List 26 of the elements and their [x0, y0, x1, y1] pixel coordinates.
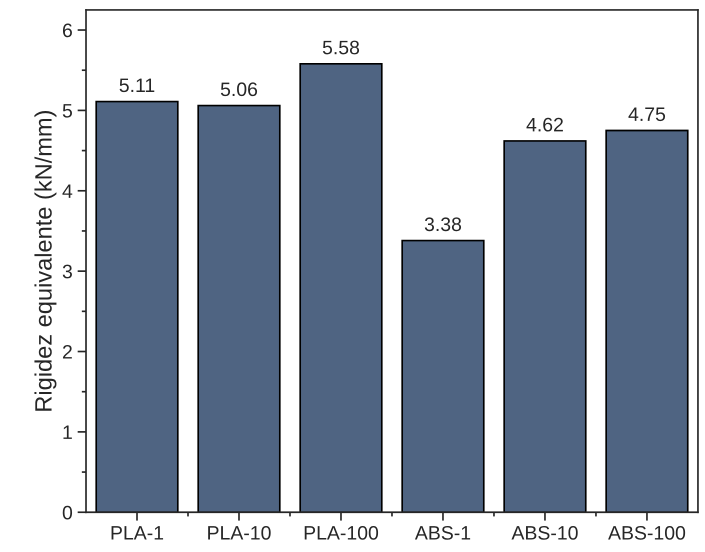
- data-label: 3.38: [424, 217, 462, 232]
- y-tick-label: 4: [62, 184, 72, 198]
- bar: [299, 62, 383, 512]
- x-tick-label: PLA-1: [112, 526, 164, 540]
- y-tick-label: 1: [63, 426, 72, 439]
- bar: [401, 240, 485, 512]
- y-tick-label: 0: [62, 506, 72, 520]
- x-tick-label: PLA-10: [208, 526, 271, 540]
- data-label: 5.11: [120, 78, 154, 92]
- x-tick-label: PLA-100: [304, 526, 378, 540]
- data-label: 5.58: [322, 40, 360, 54]
- bar: [503, 140, 587, 512]
- y-tick-label: 5: [62, 104, 72, 118]
- bar: [605, 130, 689, 512]
- bar: [95, 100, 179, 512]
- x-tick-label: ABS-10: [512, 526, 578, 540]
- data-label: 5.06: [220, 82, 258, 96]
- data-label: 4.75: [628, 108, 666, 122]
- y-tick-label: 2: [62, 344, 72, 359]
- y-tick-label: 6: [62, 23, 72, 38]
- data-label: 4.62: [526, 118, 563, 132]
- x-tick-label: ABS-100: [608, 526, 686, 540]
- bar: [197, 104, 281, 512]
- y-tick-label: 3: [62, 264, 72, 278]
- x-tick-label: ABS-1: [414, 526, 470, 540]
- y-axis-title: Rigidez equivalente (kN/mm): [34, 110, 56, 411]
